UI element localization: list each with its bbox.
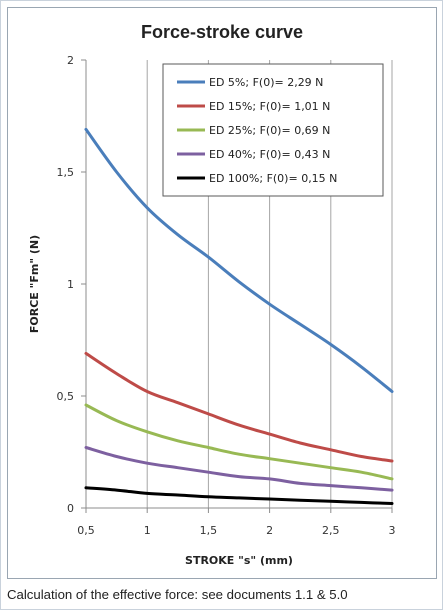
x-axis-label: STROKE "s" (mm) [185, 554, 293, 567]
y-axis-label: FORCE "Fm" (N) [28, 235, 41, 333]
legend-label: ED 40%; F(0)= 0,43 N [209, 148, 330, 161]
x-tick-label: 2 [266, 524, 273, 537]
series-line-2 [84, 351, 394, 463]
series-line-3 [84, 403, 394, 481]
legend-label: ED 25%; F(0)= 0,69 N [209, 124, 330, 137]
x-tick-label: 1 [144, 524, 151, 537]
x-tick-label: 0,5 [77, 524, 95, 537]
x-tick-label: 1,5 [200, 524, 218, 537]
y-tick-label: 2 [67, 54, 74, 67]
legend-label: ED 100%; F(0)= 0,15 N [209, 172, 337, 185]
series-line-1 [84, 127, 394, 393]
chart-area: Force-stroke curve 0 0,5 1 1,5 2 0,5 1 1,5 2 2,5 3 S… [7, 7, 437, 579]
y-tick-label: 1,5 [57, 166, 75, 179]
y-tick-label: 0,5 [57, 390, 75, 403]
series-line-4 [84, 446, 394, 492]
y-tick-label: 1 [67, 278, 74, 291]
series-line-5 [84, 486, 394, 505]
legend-label: ED 15%; F(0)= 1,01 N [209, 100, 330, 113]
y-tick-label: 0 [67, 502, 74, 515]
chart-title: Force-stroke curve [141, 22, 303, 42]
legend-label: ED 5%; F(0)= 2,29 N [209, 76, 323, 89]
x-tick-label: 3 [389, 524, 396, 537]
footer-note: Calculation of the effective force: see … [7, 587, 348, 602]
x-tick-label: 2,5 [322, 524, 340, 537]
